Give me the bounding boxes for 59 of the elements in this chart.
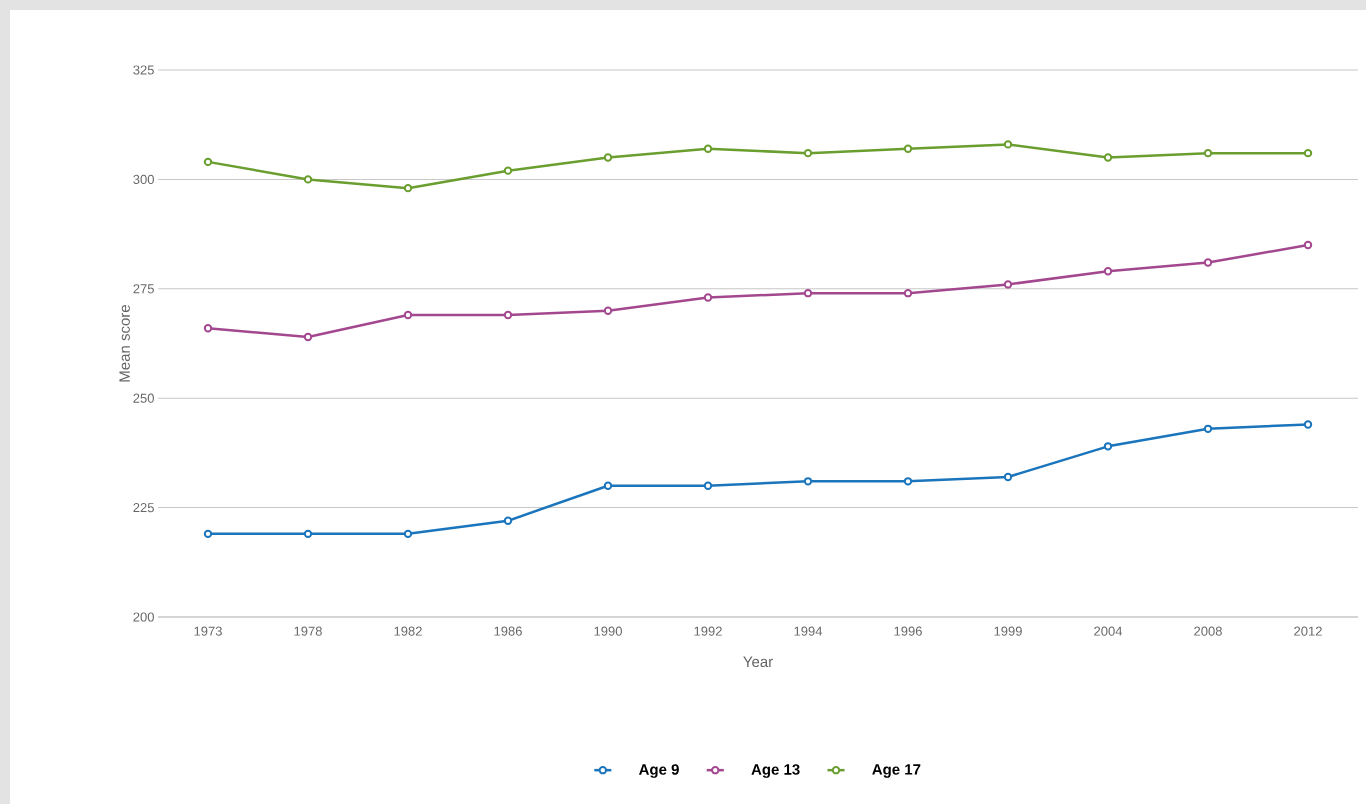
point bbox=[403, 183, 413, 193]
x-tick-label: 2004 bbox=[1094, 626, 1123, 636]
x-tick-label: 2008 bbox=[1194, 626, 1222, 636]
x-tick-label: 1978 bbox=[294, 626, 322, 636]
point bbox=[703, 481, 713, 490]
y-tick-label: 275 bbox=[133, 284, 154, 294]
point bbox=[903, 477, 913, 486]
y-tick-label: 225 bbox=[133, 502, 154, 513]
legend-label: Age 13 bbox=[751, 764, 800, 778]
point bbox=[203, 157, 213, 167]
point bbox=[1003, 472, 1013, 482]
legend-label: Age 9 bbox=[638, 764, 679, 778]
x-tick-label: 1973 bbox=[194, 626, 222, 636]
point bbox=[403, 310, 413, 320]
point bbox=[1003, 280, 1013, 289]
y-tick-label: 250 bbox=[133, 393, 154, 403]
point bbox=[903, 144, 913, 153]
x-tick-label: 1992 bbox=[694, 626, 722, 636]
x-tick-label: 1994 bbox=[794, 626, 823, 636]
point bbox=[903, 288, 913, 298]
x-tick-label: 1999 bbox=[994, 626, 1022, 636]
point bbox=[1303, 240, 1313, 250]
point bbox=[1003, 140, 1013, 149]
x-tick-label: 1986 bbox=[494, 626, 522, 636]
x-tick-label: 1990 bbox=[594, 626, 622, 636]
y-tick-label: 200 bbox=[133, 612, 154, 622]
point bbox=[1303, 148, 1313, 158]
point bbox=[803, 288, 813, 298]
y-tick-label: 300 bbox=[133, 174, 154, 184]
point bbox=[503, 166, 513, 175]
x-tick-label: 1996 bbox=[894, 626, 922, 636]
point bbox=[1203, 258, 1213, 267]
point bbox=[1103, 153, 1113, 162]
point bbox=[303, 175, 313, 184]
point bbox=[603, 306, 613, 315]
x-tick-label: 2012 bbox=[1294, 626, 1322, 636]
x-axis-title: Year bbox=[743, 656, 773, 668]
point bbox=[1103, 267, 1113, 276]
point bbox=[203, 529, 213, 539]
point bbox=[703, 293, 713, 302]
point bbox=[303, 332, 313, 342]
point bbox=[703, 144, 713, 153]
point bbox=[503, 310, 513, 320]
point bbox=[603, 481, 613, 490]
point bbox=[1303, 420, 1313, 429]
point bbox=[1203, 148, 1213, 158]
point bbox=[803, 148, 813, 158]
point bbox=[203, 323, 213, 333]
legend-label: Age 17 bbox=[872, 764, 921, 778]
point bbox=[303, 529, 313, 539]
point bbox=[803, 477, 813, 486]
x-tick-label: 1982 bbox=[394, 626, 422, 636]
point bbox=[1203, 424, 1213, 434]
point bbox=[503, 516, 513, 525]
point bbox=[603, 153, 613, 162]
y-tick-label: 325 bbox=[133, 65, 154, 75]
point bbox=[403, 529, 413, 539]
point bbox=[1103, 442, 1113, 451]
y-axis-title: Mean score bbox=[119, 305, 130, 382]
